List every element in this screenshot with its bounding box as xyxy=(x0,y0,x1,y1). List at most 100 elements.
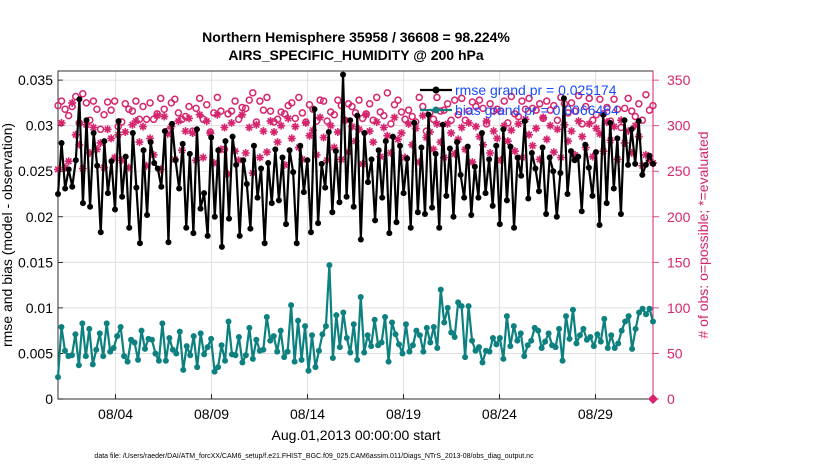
obs-evaluated-point xyxy=(645,156,654,165)
rmse-point xyxy=(275,197,282,204)
bias-point xyxy=(148,336,155,343)
rmse-point xyxy=(112,206,119,213)
bias-point xyxy=(281,354,288,361)
obs-evaluated-point xyxy=(316,113,325,122)
obs-evaluated-point xyxy=(121,128,130,137)
bias-point xyxy=(576,332,583,339)
bias-point xyxy=(232,352,239,359)
obs-possible-point xyxy=(93,105,101,114)
rmse-point xyxy=(546,154,553,161)
rmse-point xyxy=(297,142,304,149)
obs-possible-point xyxy=(192,104,200,113)
bias-point xyxy=(141,345,148,352)
obs-evaluated-point xyxy=(549,148,558,157)
y-right-tick-label: 100 xyxy=(667,300,691,316)
rmse-point xyxy=(564,191,571,197)
obs-evaluated-point xyxy=(270,128,279,137)
bias-point xyxy=(569,306,576,313)
obs-evaluated-point xyxy=(503,137,512,146)
rmse-point xyxy=(446,145,453,152)
obs-evaluated-point xyxy=(139,122,147,131)
obs-possible-point xyxy=(532,106,540,114)
bias-point xyxy=(399,350,406,357)
bias-point xyxy=(96,330,103,337)
obs-possible-point xyxy=(280,110,289,118)
obs-possible-point xyxy=(514,112,523,121)
rmse-point xyxy=(258,165,265,172)
bias-point xyxy=(434,344,441,351)
obs-possible-point xyxy=(273,115,282,124)
bias-point xyxy=(402,321,409,328)
bias-point xyxy=(343,334,350,341)
bias-point xyxy=(608,332,615,339)
rmse-point xyxy=(582,141,589,148)
obs-evaluated-point xyxy=(291,122,300,131)
obs-possible-point xyxy=(482,120,491,128)
rmse-point xyxy=(421,211,428,218)
bias-point xyxy=(378,339,385,346)
rmse-point xyxy=(642,161,649,168)
obs-evaluated-point xyxy=(255,153,264,162)
obs-evaluated-point xyxy=(238,110,247,119)
bias-point xyxy=(295,317,302,324)
bias-point xyxy=(437,286,444,293)
bias-point xyxy=(385,358,392,365)
rmse-point xyxy=(382,138,389,145)
rmse-point xyxy=(535,188,542,195)
obs-possible-point xyxy=(380,111,388,120)
obs-possible-point xyxy=(567,99,576,107)
obs-evaluated-point xyxy=(277,121,286,130)
bias-point xyxy=(180,366,187,373)
obs-evaluated-point xyxy=(468,158,477,167)
obs-possible-point xyxy=(54,101,62,110)
rmse-point xyxy=(243,180,250,187)
bias-point xyxy=(315,347,322,354)
rmse-point xyxy=(250,142,257,149)
obs-possible-point xyxy=(195,94,204,103)
bias-point xyxy=(72,331,79,338)
obs-evaluated-point xyxy=(532,124,541,133)
obs-evaluated-point xyxy=(262,148,271,157)
rmse-point xyxy=(233,161,240,168)
obs-possible-point xyxy=(475,96,484,104)
x-axis: 08/04 08/09 08/14 08/19 08/24 08/29 xyxy=(98,394,613,422)
rmse-point xyxy=(83,117,90,124)
bias-point xyxy=(340,309,347,316)
legend-bias-marker xyxy=(432,106,440,114)
rmse-point xyxy=(211,213,218,220)
obs-possible-point xyxy=(642,90,650,99)
obs-possible-point xyxy=(521,105,530,114)
obs-evaluated-point xyxy=(365,127,374,136)
rmse-point xyxy=(489,202,496,209)
bias-point xyxy=(329,355,336,361)
obs-evaluated-point xyxy=(418,111,427,120)
obs-evaluated-point xyxy=(443,119,452,128)
obs-evaluated-point xyxy=(525,130,534,139)
rmse-point xyxy=(557,170,564,177)
bias-point xyxy=(86,325,93,332)
obs-evaluated-point xyxy=(631,121,640,130)
bias-point xyxy=(124,358,131,365)
bias-point xyxy=(517,330,524,337)
obs-evaluated-point xyxy=(241,149,250,157)
bias-point xyxy=(267,337,274,344)
rmse-point xyxy=(350,203,357,210)
bias-point xyxy=(75,362,82,369)
bias-point xyxy=(190,333,197,340)
bias-point xyxy=(615,340,622,347)
obs-evaluated-point xyxy=(234,156,243,165)
obs-possible-point xyxy=(500,97,508,105)
bias-point xyxy=(100,353,107,360)
bias-point xyxy=(618,327,625,334)
rmse-point xyxy=(496,221,503,228)
obs-evaluated-point xyxy=(429,145,438,154)
rmse-point xyxy=(340,71,347,78)
bias-point xyxy=(79,320,86,327)
obs-evaluated-point xyxy=(369,138,378,147)
obs-evaluated-point xyxy=(75,140,84,149)
obs-possible-point xyxy=(362,110,370,118)
rmse-point xyxy=(311,106,318,113)
rmse-point xyxy=(354,112,361,119)
rmse-point xyxy=(240,157,247,164)
